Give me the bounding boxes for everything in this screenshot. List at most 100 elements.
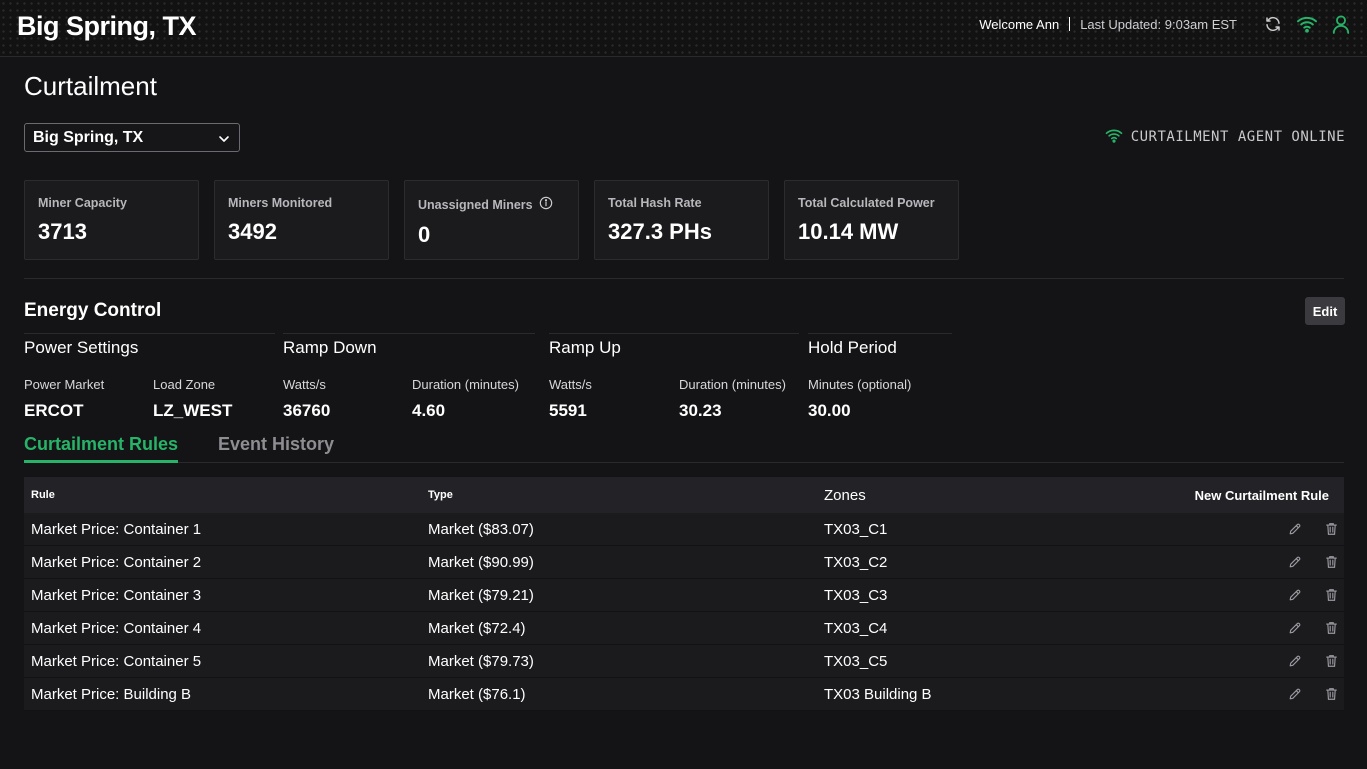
site-name: Big Spring, TX: [17, 11, 197, 41]
type-cell: Market ($79.73): [428, 653, 534, 670]
agent-status-text: CURTAILMENT AGENT ONLINE: [1130, 129, 1345, 145]
rule-cell: Market Price: Container 3: [31, 587, 202, 604]
group-title: Hold Period: [808, 338, 897, 357]
field-label: Duration (minutes): [679, 377, 786, 392]
stat-card-miner-capacity: Miner Capacity 3713: [24, 180, 199, 260]
stat-label: Miners Monitored: [228, 196, 333, 210]
stat-label: Unassigned Miners: [418, 197, 533, 212]
curtailment-rules-table: Rule Type Zones New Curtailment Rule Mar…: [24, 477, 1344, 711]
group-fields: Power Market ERCOT Load Zone LZ_WEST: [24, 362, 275, 422]
rule-cell: Market Price: Building B: [31, 686, 192, 703]
stat-value: 0: [418, 222, 431, 247]
group-title: Ramp Down: [283, 338, 377, 357]
info-icon[interactable]: [539, 196, 553, 213]
user-icon[interactable]: [1329, 12, 1353, 36]
ramp-up-watts-field: Watts/s 5591: [549, 377, 592, 421]
zones-cell: TX03_C4: [824, 620, 888, 637]
table-row: Market Price: Container 3 Market ($79.21…: [24, 579, 1344, 612]
stats-row: Miner Capacity 3713 Miners Monitored 349…: [24, 180, 959, 260]
stat-card-total-hash-rate: Total Hash Rate 327.3 PHs: [594, 180, 769, 260]
energy-control-title: Energy Control: [24, 300, 162, 321]
zones-cell: TX03_C5: [824, 653, 888, 670]
zones-cell: TX03 Building B: [824, 686, 932, 703]
field-label: Duration (minutes): [412, 377, 519, 392]
type-cell: Market ($76.1): [428, 686, 526, 703]
trash-icon[interactable]: [1323, 521, 1339, 537]
group-title: Power Settings: [24, 338, 139, 357]
stat-label: Miner Capacity: [38, 196, 127, 210]
hold-minutes-field: Minutes (optional) 30.00: [808, 377, 911, 421]
trash-icon[interactable]: [1323, 587, 1339, 603]
stat-value: 10.14 MW: [798, 219, 899, 244]
rule-cell: Market Price: Container 1: [31, 521, 202, 538]
type-cell: Market ($72.4): [428, 620, 526, 637]
type-cell: Market ($90.99): [428, 554, 534, 571]
table-row: Market Price: Container 4 Market ($72.4)…: [24, 612, 1344, 645]
trash-icon[interactable]: [1323, 620, 1339, 636]
edit-icon[interactable]: [1287, 521, 1303, 537]
header-separator: [1069, 17, 1071, 31]
field-value: 5591: [549, 401, 587, 420]
wifi-icon: [1105, 128, 1123, 147]
zones-cell: TX03_C2: [824, 554, 888, 571]
field-label: Watts/s: [549, 377, 592, 392]
ramp-up-group: Ramp Up Watts/s 5591 Duration (minutes) …: [549, 333, 799, 422]
field-label: Watts/s: [283, 377, 326, 392]
welcome-text: Welcome Ann: [979, 16, 1060, 32]
field-label: Minutes (optional): [808, 377, 912, 392]
refresh-icon[interactable]: [1261, 12, 1285, 36]
load-zone-field: Load Zone LZ_WEST: [153, 377, 232, 421]
last-updated: Last Updated: 9:03am EST: [1080, 16, 1237, 32]
stat-label: Total Calculated Power: [798, 196, 935, 210]
group-title: Ramp Up: [549, 338, 621, 357]
header-rule: Rule: [31, 489, 55, 501]
section-divider: [24, 278, 1344, 279]
edit-icon[interactable]: [1287, 554, 1303, 570]
table-row: Market Price: Container 1 Market ($83.07…: [24, 513, 1344, 546]
power-market-field: Power Market ERCOT: [24, 377, 104, 421]
tab-bar: Curtailment Rules Event History: [24, 432, 1344, 463]
stat-card-miners-monitored: Miners Monitored 3492: [214, 180, 389, 260]
edit-icon[interactable]: [1287, 620, 1303, 636]
chevron-down-icon: [218, 132, 230, 150]
table-body: Market Price: Container 1 Market ($83.07…: [24, 513, 1344, 711]
edit-icon[interactable]: [1287, 653, 1303, 669]
trash-icon[interactable]: [1323, 686, 1339, 702]
rule-cell: Market Price: Container 4: [31, 620, 202, 637]
field-label: Load Zone: [153, 377, 216, 392]
header-type: Type: [428, 489, 453, 501]
tab-curtailment-rules[interactable]: Curtailment Rules: [24, 434, 179, 463]
type-cell: Market ($79.21): [428, 587, 534, 604]
ramp-down-duration-field: Duration (minutes) 4.60: [412, 377, 519, 421]
page-title: Curtailment: [24, 71, 157, 101]
trash-icon[interactable]: [1323, 554, 1339, 570]
site-select[interactable]: Big Spring, TX: [24, 123, 240, 152]
header-zones: Zones: [824, 486, 866, 504]
top-bar: Big Spring, TX Welcome Ann Last Updated:…: [0, 0, 1367, 57]
hold-period-group: Hold Period Minutes (optional) 30.00: [808, 333, 952, 422]
tab-event-history[interactable]: Event History: [218, 434, 335, 454]
zones-cell: TX03_C1: [824, 521, 888, 538]
edit-icon[interactable]: [1287, 686, 1303, 702]
stat-value: 3713: [38, 219, 87, 244]
trash-icon[interactable]: [1323, 653, 1339, 669]
edit-icon[interactable]: [1287, 587, 1303, 603]
rule-cell: Market Price: Container 5: [31, 653, 202, 670]
site-select-value: Big Spring, TX: [33, 128, 144, 146]
stat-value: 3492: [228, 219, 277, 244]
field-value: 30.23: [679, 401, 722, 420]
field-value: 4.60: [412, 401, 446, 420]
group-fields: Watts/s 36760 Duration (minutes) 4.60: [283, 362, 535, 422]
table-row: Market Price: Container 2 Market ($90.99…: [24, 546, 1344, 579]
field-value: ERCOT: [24, 401, 84, 420]
field-label: Power Market: [24, 377, 105, 392]
power-settings-group: Power Settings Power Market ERCOT Load Z…: [24, 333, 275, 422]
zones-cell: TX03_C3: [824, 587, 888, 604]
stat-value: 327.3 PHs: [608, 219, 712, 244]
field-value: 36760: [283, 401, 331, 420]
stat-card-total-calculated-power: Total Calculated Power 10.14 MW: [784, 180, 959, 260]
new-curtailment-rule-button[interactable]: New Curtailment Rule: [1194, 487, 1329, 503]
edit-button[interactable]: Edit: [1305, 297, 1345, 325]
field-value: LZ_WEST: [153, 401, 233, 420]
group-fields: Minutes (optional) 30.00: [808, 362, 952, 422]
